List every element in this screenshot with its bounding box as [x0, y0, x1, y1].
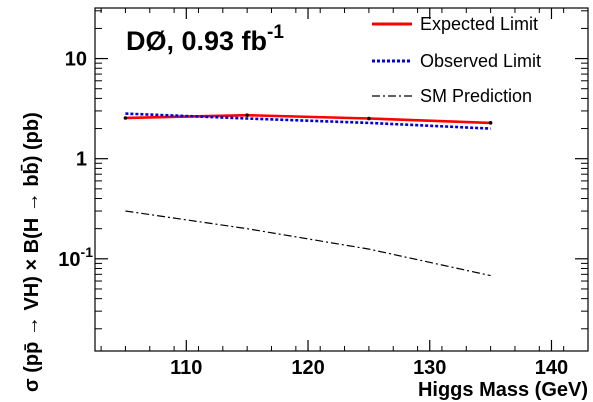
data-point-marker [245, 113, 249, 117]
x-tick-label: 110 [170, 357, 202, 379]
y-tick-label: 1 [76, 149, 87, 171]
series-layer [123, 112, 493, 277]
series-line-sm-prediction [125, 210, 491, 277]
y-tick-label: 10 [65, 49, 87, 71]
legend-label-observed-limit: Observed Limit [420, 51, 541, 71]
chart-title: DØ, 0.93 fb-1 [126, 22, 284, 56]
plot-frame [94, 7, 589, 352]
y-tick-label: 10-1 [58, 244, 93, 271]
legend-label-sm-prediction: SM Prediction [420, 86, 532, 106]
x-tick-label: 120 [291, 357, 324, 379]
x-tick-label: 140 [535, 357, 568, 379]
series-line-observed-limit [125, 112, 491, 130]
data-point-marker [488, 121, 493, 125]
x-axis-label: Higgs Mass (GeV) [418, 379, 588, 401]
y-axis-ticks: 10 1 10-1 [58, 10, 588, 330]
legend: Expected Limit Observed Limit SM Predict… [372, 14, 541, 106]
legend-label-expected-limit: Expected Limit [420, 14, 538, 34]
data-point-marker [123, 116, 128, 120]
y-axis-label: σ (pp̄ → VH) × B(H → bb̄) (pb) [21, 112, 43, 392]
x-tick-label: 130 [413, 357, 446, 379]
x-axis-ticks: 110 120 130 140 [100, 8, 589, 379]
data-point-marker [367, 116, 371, 121]
